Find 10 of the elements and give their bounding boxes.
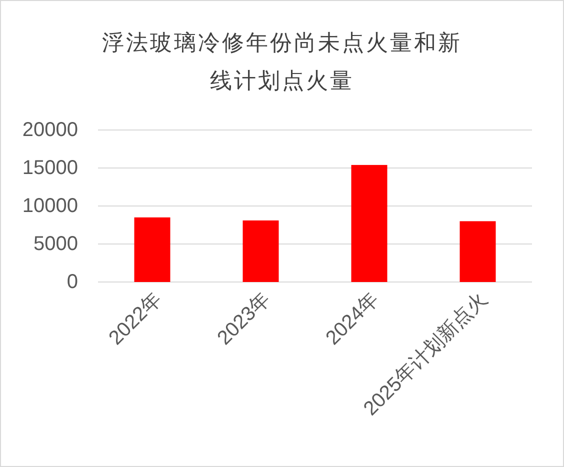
bar (351, 164, 388, 282)
bar (460, 221, 496, 282)
chart-title: 浮法玻璃冷修年份尚未点火量和新线计划点火量 (102, 30, 462, 93)
bar (134, 217, 170, 282)
y-tick-label: 20000 (22, 119, 78, 141)
y-tick-label: 10000 (22, 195, 78, 217)
bar (242, 220, 279, 282)
y-tick-label: 15000 (22, 157, 78, 179)
y-tick-label: 5000 (34, 233, 78, 255)
y-tick-label: 0 (66, 271, 78, 293)
